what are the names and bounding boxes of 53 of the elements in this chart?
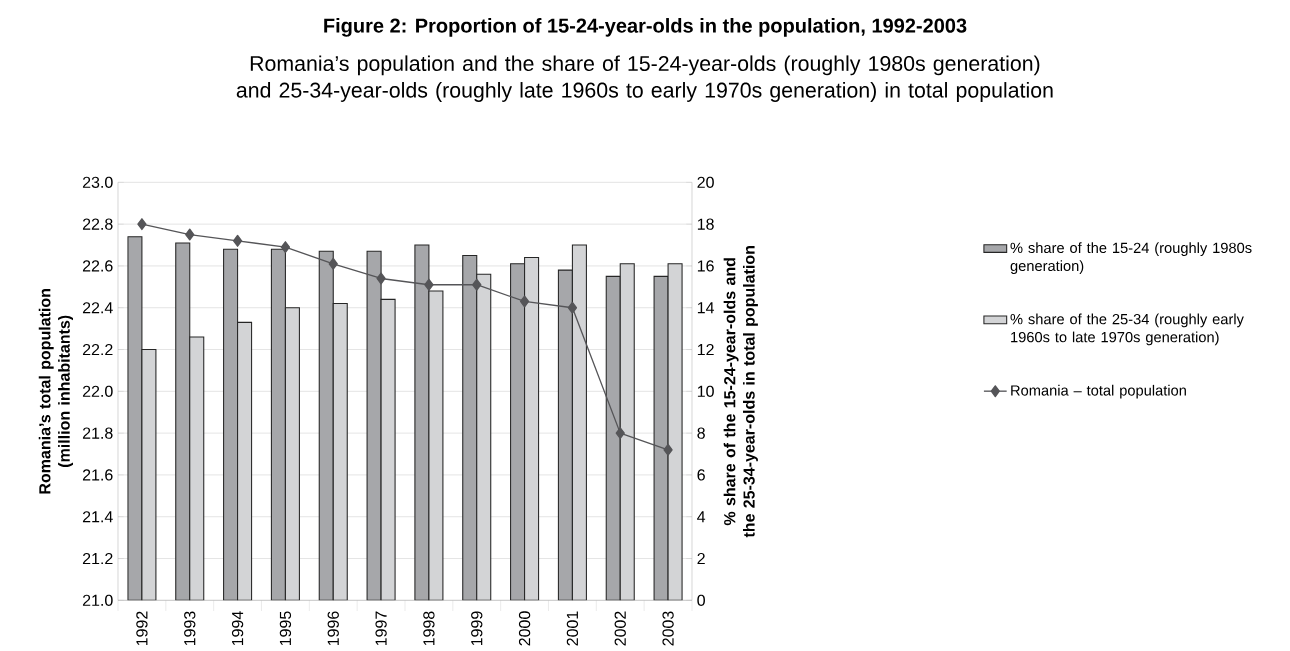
- point: [232, 234, 243, 247]
- x-tick-label: 2003: [662, 611, 674, 646]
- x-tick-label: 1994: [231, 611, 244, 646]
- x-tick-label: 1997: [375, 611, 387, 646]
- point: [376, 272, 386, 285]
- y2-tick-label: 12: [697, 343, 714, 356]
- y2-tick-label: 2: [697, 552, 705, 565]
- point: [280, 241, 291, 254]
- x-tick-label: 1999: [471, 611, 483, 646]
- x-tick-label: 2001: [566, 611, 579, 646]
- y2-tick-label: 10: [697, 385, 714, 397]
- y-axis-title: Romania’s total population (million inhabitants): [38, 289, 73, 494]
- y2-tick-label: 16: [697, 260, 714, 272]
- point: [137, 218, 147, 231]
- y2-tick-label: 20: [697, 176, 714, 188]
- y2-axis-title: % share of the 15-24-year-olds and the 25-34-year-olds in total population: [723, 246, 758, 538]
- y-tick-label: 23.0: [82, 176, 113, 188]
- y2-tick-label: 4: [697, 511, 706, 523]
- x-tick-label: 1996: [327, 611, 339, 646]
- y-tick-label: 22.4: [82, 302, 113, 314]
- y2-tick-label: 14: [697, 302, 715, 314]
- x-tick-label: 1992: [136, 611, 148, 646]
- y-tick-label: 21.0: [82, 594, 113, 606]
- chart-title: Figure 2: Proportion of 15-24-year-olds in the population, 1992-2003: [324, 18, 967, 37]
- y-tick-label: 21.2: [82, 552, 113, 565]
- legend-label: % share of the 15-24 (roughly 1980s generation): [1010, 242, 1252, 274]
- x-tick-label: 2002: [614, 611, 626, 646]
- y-tick-label: 22.2: [82, 343, 113, 356]
- y-tick-label: 21.6: [82, 469, 113, 481]
- y-tick-label: 22.0: [82, 385, 113, 397]
- point: [519, 295, 530, 308]
- point: [567, 301, 578, 314]
- x-tick-label: 1993: [184, 611, 196, 646]
- point: [185, 228, 195, 241]
- x-tick-label: 2000: [518, 611, 531, 646]
- x-tick-label: 1998: [423, 611, 435, 646]
- y2-tick-label: 18: [697, 218, 714, 230]
- y-tick-label: 21.8: [82, 427, 113, 439]
- y-tick-label: 22.8: [82, 218, 113, 230]
- point: [424, 278, 434, 291]
- y2-tick-label: 8: [697, 427, 705, 439]
- x-tick-label: 1995: [279, 611, 292, 646]
- y2-tick-label: 6: [697, 469, 705, 481]
- legend-label: % share of the 25-34 (roughly early 1960s to late 1970s generation): [1010, 313, 1244, 346]
- legend-label: Romania – total population: [1011, 384, 1186, 399]
- y-tick-label: 21.4: [82, 511, 113, 523]
- point: [615, 427, 625, 440]
- point: [472, 278, 482, 291]
- y2-tick-label: 0: [697, 594, 705, 606]
- chart-subtitle: Romania’s population and the share of 15-24-year-olds (roughly 1980s generation) and 25-34-year-olds (roughly late 1960s to early 1970s generation) in total population: [236, 55, 1053, 102]
- point: [328, 257, 338, 270]
- y-tick-label: 22.6: [82, 260, 113, 272]
- point: [663, 443, 673, 456]
